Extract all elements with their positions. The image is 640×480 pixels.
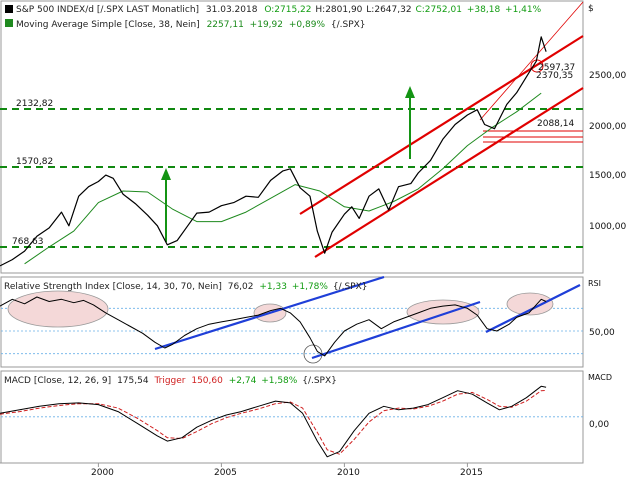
arrow-head-left [161, 168, 171, 180]
main-axis-marker: $ [588, 4, 594, 14]
rsi-ellipse-3 [406, 299, 480, 325]
rsi-label: Relative Strength Index [Close, 14, 30, … [4, 282, 368, 292]
series-line-ma [24, 92, 542, 265]
header-swatch-ma [5, 19, 13, 27]
rsi-ellipse-4 [506, 292, 554, 316]
level-label-high: 2132,82 [16, 99, 53, 109]
rsi-line-layer [0, 296, 547, 357]
y-tick-label: 2000,00 [589, 122, 626, 132]
main-annotations [0, 1, 584, 258]
arrow-head-right [405, 86, 415, 98]
macd-header: MACD [Close, 12, 26, 9] 175,54 Trigger 1… [4, 373, 612, 430]
rsi-panel-frame [0, 276, 584, 368]
macd-line-layer [0, 385, 547, 458]
macd-tick-label: 0,00 [589, 420, 609, 430]
header-swatch-price [5, 5, 13, 13]
channel-upper [299, 35, 584, 215]
series-line-macd [0, 385, 547, 458]
channel-label-1: 2597,37 [538, 63, 575, 73]
main-title: S&P 500 INDEX/d [/.SPX LAST Monatlich] 3… [16, 5, 542, 15]
channel-lower [314, 87, 584, 258]
level-label-mid: 1570,82 [16, 157, 53, 167]
series-line-trigger [0, 390, 547, 455]
support-label: 2088,14 [537, 119, 574, 129]
x-axis: 2000 2005 2010 2015 [0, 462, 583, 478]
ma-header: Moving Average Simple [Close, 38, Nein] … [16, 20, 366, 30]
macd-label: MACD [Close, 12, 26, 9] 175,54 Trigger 1… [4, 376, 337, 386]
main-annotation-labels: 2132,82 1570,82 768,63 2597,37 2370,35 2… [12, 63, 575, 247]
x-tick-label: 2010 [337, 468, 360, 478]
series-line-rsi [0, 296, 547, 357]
rsi-trendline-1 [154, 275, 385, 351]
x-tick-label: 2015 [460, 468, 483, 478]
series-line-price [0, 36, 547, 267]
channel-label-2: 2370,35 [536, 71, 573, 81]
macd-axis-label: MACD [588, 373, 612, 382]
rsi-axis-label: RSI [588, 279, 601, 288]
y-tick-label: 2500,00 [589, 71, 626, 81]
level-label-low: 768,63 [12, 237, 44, 247]
main-header: S&P 500 INDEX/d [/.SPX LAST Monatlich] 3… [5, 4, 594, 30]
rsi-ellipse-1 [7, 290, 109, 328]
macd-trigger-layer [0, 390, 547, 455]
rsi-tick-label: 50,00 [589, 328, 615, 338]
y-tick-label: 1500,00 [589, 171, 626, 181]
rsi-header: Relative Strength Index [Close, 14, 30, … [4, 279, 615, 338]
channel-steep [479, 1, 584, 121]
rsi-trendline-2 [311, 300, 481, 360]
x-tick-label: 2005 [214, 468, 237, 478]
price-line-layer [0, 36, 547, 267]
rsi-annotations [7, 275, 581, 364]
ma-line-layer [24, 92, 542, 265]
main-y-axis: 2500,00 2000,00 1500,00 1000,00 [589, 71, 626, 232]
x-tick-label: 2000 [91, 468, 114, 478]
y-tick-label: 1000,00 [589, 222, 626, 232]
